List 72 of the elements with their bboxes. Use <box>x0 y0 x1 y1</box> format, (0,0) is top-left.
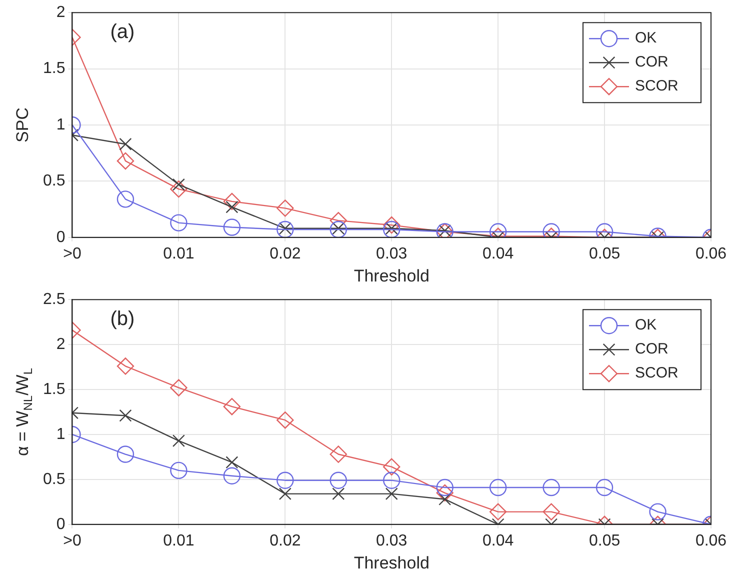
point <box>383 216 400 234</box>
point <box>116 446 134 463</box>
legend-label: OK <box>635 316 657 334</box>
point <box>385 488 398 500</box>
point <box>436 484 454 502</box>
y-tick-label: 1.5 <box>42 60 66 78</box>
x-axis-title: Threshold <box>354 553 430 572</box>
x-tick-label: 0.01 <box>163 245 194 262</box>
point <box>170 214 188 232</box>
y-tick-label: 1 <box>56 426 66 443</box>
legend-label: SCOR <box>635 364 679 382</box>
point <box>223 192 241 210</box>
point <box>330 446 347 463</box>
point <box>116 190 134 208</box>
point <box>226 456 238 469</box>
point <box>383 458 400 476</box>
point <box>223 467 241 484</box>
x-tick-label: >0 <box>63 532 82 550</box>
y-tick-label: 2 <box>56 4 66 22</box>
y-tick-label: 1 <box>56 116 66 134</box>
point <box>119 409 132 422</box>
point <box>542 503 560 520</box>
point <box>383 472 400 489</box>
point <box>223 218 241 236</box>
x-tick-label: 0.06 <box>695 245 727 262</box>
point <box>116 358 134 375</box>
y-tick-label: 0 <box>56 516 66 533</box>
point <box>119 138 132 150</box>
point <box>223 398 241 416</box>
point <box>596 478 614 496</box>
annotation: (a) <box>110 21 135 44</box>
x-tick-label: 0.05 <box>588 532 620 550</box>
point <box>332 488 345 500</box>
point <box>436 478 454 496</box>
point <box>649 503 666 520</box>
point <box>170 462 188 480</box>
y-tick-label: 0 <box>56 228 66 246</box>
x-tick-label: 0.04 <box>482 532 514 550</box>
y-tick-label: 2.5 <box>42 291 66 308</box>
x-tick-label: 0.02 <box>270 532 301 550</box>
point <box>276 411 294 429</box>
x-tick-label: 0.04 <box>482 245 514 262</box>
y-tick-label: 0.5 <box>42 172 66 190</box>
point <box>278 488 292 500</box>
x-tick-label: 0.06 <box>695 532 727 550</box>
point <box>542 478 560 496</box>
point <box>489 478 507 496</box>
y-axis-title: SPC <box>13 108 32 142</box>
point <box>276 200 294 217</box>
point <box>276 472 294 489</box>
point <box>489 503 507 520</box>
x-tick-label: 0.03 <box>376 532 408 550</box>
x-tick-label: 0.03 <box>376 245 408 262</box>
legend-label: OK <box>635 30 657 47</box>
point <box>170 180 188 198</box>
point <box>330 472 347 489</box>
x-axis-title: Threshold <box>354 266 430 286</box>
point <box>116 152 134 170</box>
x-tick-label: 0.05 <box>588 245 620 262</box>
y-axis-title: α = WNL/WL <box>13 368 35 456</box>
point <box>172 434 185 448</box>
x-tick-label: 0.01 <box>163 532 194 550</box>
x-tick-label: >0 <box>63 245 82 262</box>
annotation: (b) <box>110 308 135 330</box>
y-tick-label: 1.5 <box>42 380 66 398</box>
legend-label: COR <box>635 340 668 358</box>
y-tick-label: 2 <box>56 336 66 353</box>
legend-label: COR <box>635 54 668 71</box>
x-tick-label: 0.02 <box>270 245 301 262</box>
legend-label: SCOR <box>635 78 679 95</box>
point <box>170 379 188 396</box>
y-tick-label: 0.5 <box>42 470 66 488</box>
